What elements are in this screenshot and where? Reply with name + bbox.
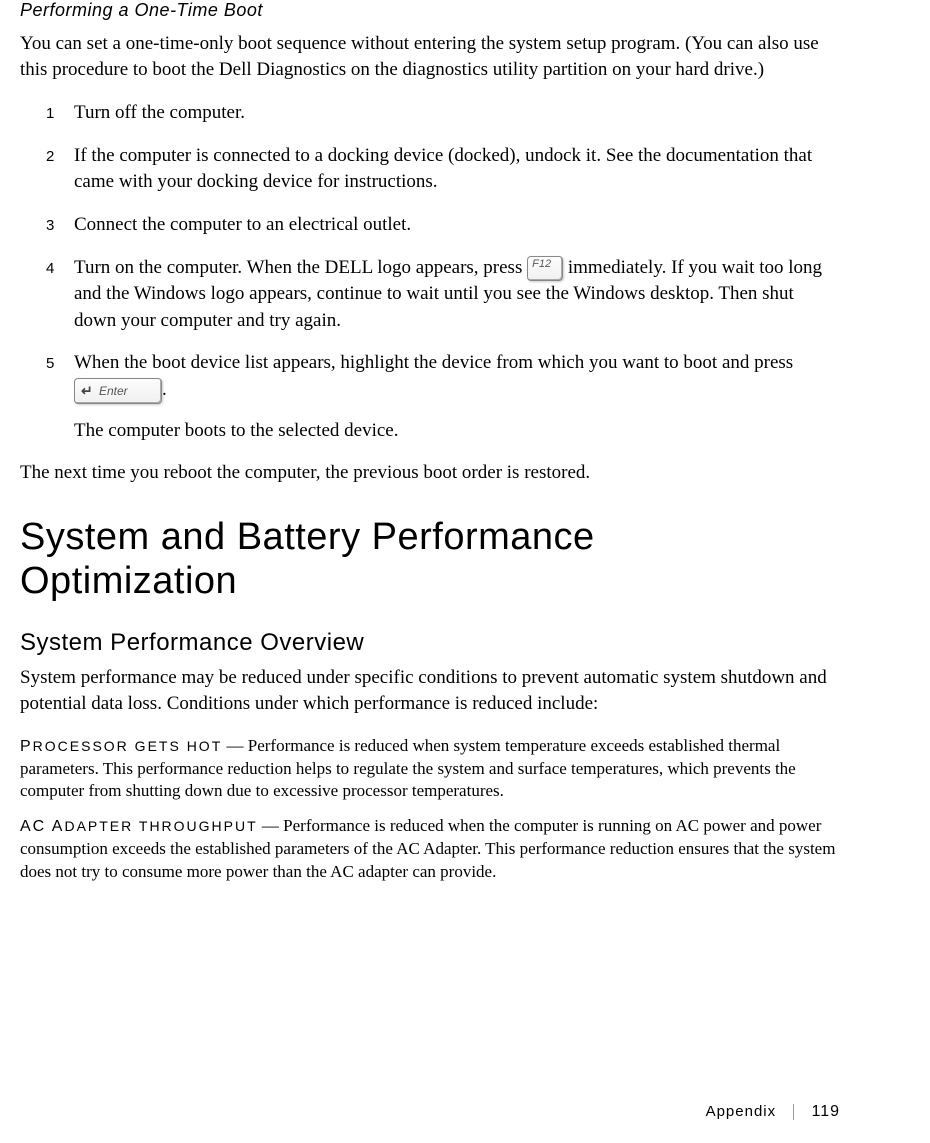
intro-paragraph: You can set a one-time-only boot sequenc… <box>20 31 840 82</box>
step-pre-text: Turn on the computer. When the DELL logo… <box>74 257 527 278</box>
step-post-text: . <box>162 379 167 400</box>
enter-key-icon: ↵ Enter <box>74 378 162 404</box>
footer-section: Appendix <box>706 1103 777 1120</box>
h1-line2: Optimization <box>20 560 237 602</box>
def-term-first: P <box>20 738 33 755</box>
outro-paragraph: The next time you reboot the computer, t… <box>20 460 840 486</box>
footer-page-number: 119 <box>811 1103 840 1120</box>
step-text: Connect the computer to an electrical ou… <box>74 212 840 239</box>
step-text: Turn on the computer. When the DELL logo… <box>74 255 840 335</box>
footer-separator <box>793 1104 794 1120</box>
step-5: 5 When the boot device list appears, hig… <box>46 350 840 444</box>
heading-system-battery: System and Battery Performance Optimizat… <box>20 516 840 603</box>
def-term-rest: ROCESSOR GETS HOT <box>33 738 223 754</box>
step-3: 3 Connect the computer to an electrical … <box>46 212 840 239</box>
def-term-rest: DAPTER THROUGHPUT <box>64 818 257 834</box>
step-number: 4 <box>46 255 74 335</box>
step-number: 5 <box>46 350 74 444</box>
step-number: 3 <box>46 212 74 239</box>
def-dash: — <box>258 816 284 835</box>
page-footer: Appendix 119 <box>706 1103 840 1121</box>
def-term-first: AC A <box>20 818 64 835</box>
step-1: 1 Turn off the computer. <box>46 100 840 127</box>
step-2: 2 If the computer is connected to a dock… <box>46 143 840 196</box>
def-processor-hot: PROCESSOR GETS HOT — Performance is redu… <box>20 735 840 804</box>
step-text: Turn off the computer. <box>74 100 840 127</box>
def-ac-adapter: AC ADAPTER THROUGHPUT — Performance is r… <box>20 815 840 884</box>
def-dash: — <box>222 736 248 755</box>
enter-arrow-icon: ↵ <box>81 383 93 397</box>
subheading-one-time-boot: Performing a One-Time Boot <box>20 0 840 21</box>
step-text: If the computer is connected to a dockin… <box>74 143 840 196</box>
step-sub-text: The computer boots to the selected devic… <box>74 418 840 445</box>
step-number: 1 <box>46 100 74 127</box>
f12-key-icon: F12 <box>527 256 563 281</box>
enter-key-label: Enter <box>99 384 128 398</box>
heading-performance-overview: System Performance Overview <box>20 629 840 657</box>
steps-list: 1 Turn off the computer. 2 If the comput… <box>46 100 840 444</box>
step-pre-text: When the boot device list appears, highl… <box>74 352 793 373</box>
perf-intro: System performance may be reduced under … <box>20 665 840 716</box>
step-number: 2 <box>46 143 74 196</box>
step-text: When the boot device list appears, highl… <box>74 350 840 444</box>
step-4: 4 Turn on the computer. When the DELL lo… <box>46 255 840 335</box>
h1-line1: System and Battery Performance <box>20 516 595 558</box>
